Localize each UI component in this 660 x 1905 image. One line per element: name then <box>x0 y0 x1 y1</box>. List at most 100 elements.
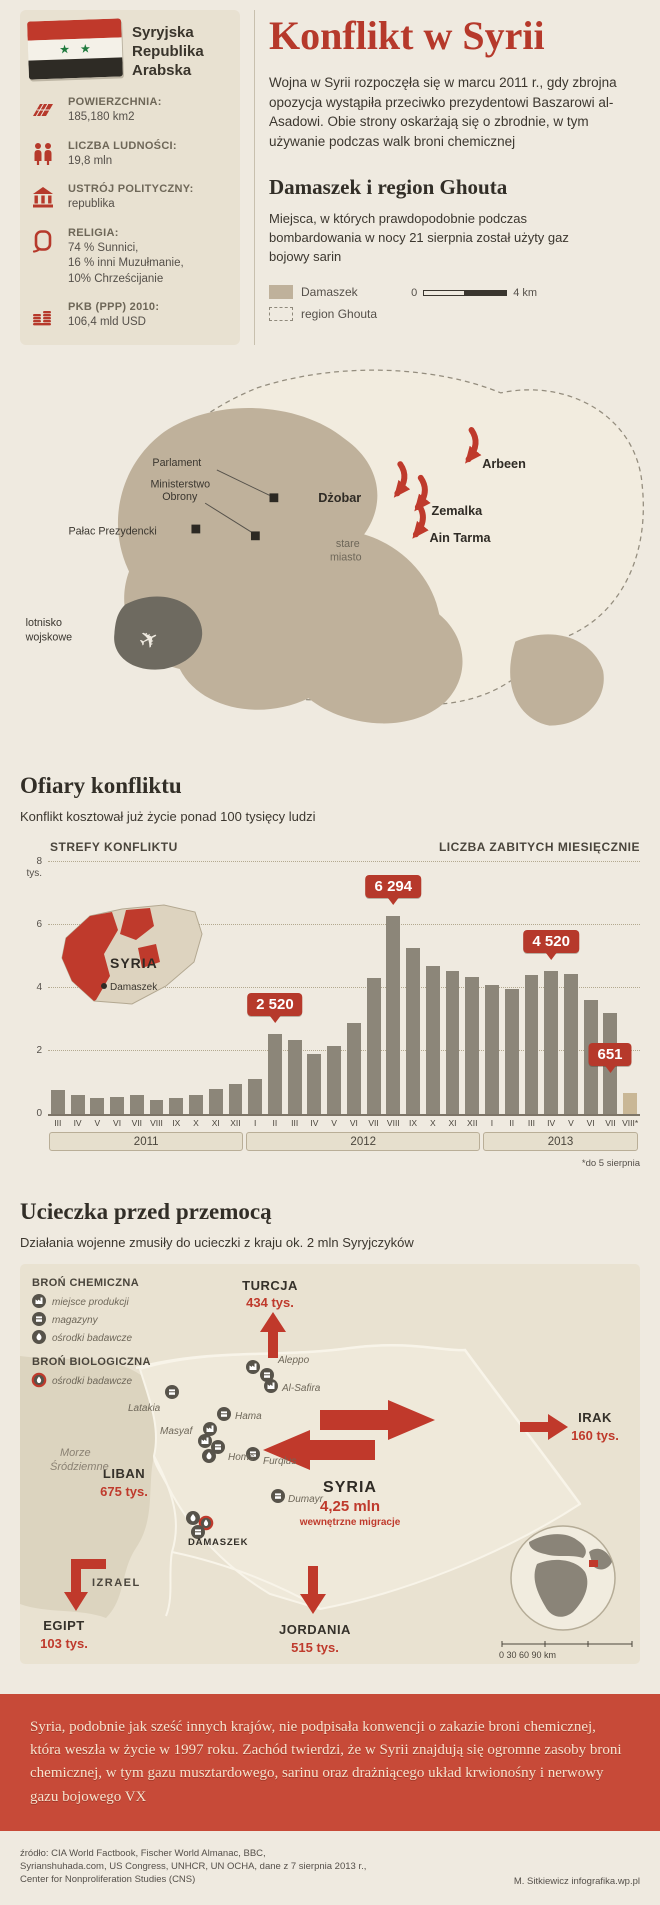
bar-XI <box>208 1088 223 1114</box>
production-site-label: miejsce produkcji <box>52 1297 129 1308</box>
header-section: ★ ★ Syryjska Republika Arabska POWIERZCH… <box>0 0 660 345</box>
x-tick-label: IV <box>547 1117 556 1128</box>
header-text-column: Konflikt w Syrii Wojna w Syrii rozpoczęł… <box>269 10 640 345</box>
x-tick-label: V <box>568 1117 574 1128</box>
ghouta-description: Miejsca, w których prawdopodobnie podcza… <box>269 211 569 264</box>
year-band-2011: 2011 <box>49 1131 244 1151</box>
x-tick-label: VII <box>368 1117 379 1128</box>
israel-label: IZRAEL <box>92 1577 141 1589</box>
bar-X <box>189 1094 203 1114</box>
sea-label-line2: Śródziemne <box>50 1460 109 1473</box>
callout-651: 651 <box>588 1042 632 1073</box>
city-latakia: Latakia <box>128 1403 161 1414</box>
ministry-label-line2: Obrony <box>162 491 198 503</box>
x-tick-label: XI <box>448 1117 457 1128</box>
gridline <box>48 860 640 862</box>
bar-IV <box>70 1094 85 1114</box>
flow-liban-name: LIBAN <box>103 1466 145 1481</box>
ministry-pointer-line <box>204 502 253 533</box>
stat-value: 74 % Sunnici, 16 % inni Muzułmanie, 10% … <box>68 241 184 285</box>
stat-value: 185,180 km2 <box>68 111 135 124</box>
chart-footnote: *do 5 sierpnia <box>581 1157 640 1169</box>
arrow-internal-east <box>320 1399 435 1440</box>
stat-value: 19,8 mln <box>68 154 113 167</box>
conflict-zone-north <box>120 907 154 940</box>
stat-value: republika <box>68 198 115 211</box>
x-tick-label: IV <box>310 1117 319 1128</box>
bar-V <box>90 1098 105 1114</box>
weapon-marker-storage <box>271 1488 285 1503</box>
x-tick-label: V <box>331 1117 337 1128</box>
intro-paragraph: Wojna w Syrii rozpoczęła się w marcu 201… <box>269 75 617 149</box>
bar-IX <box>406 948 420 1114</box>
zones-label: STREFY KONFLIKTU <box>50 839 178 854</box>
stat-label: PKB (PPP) 2010: <box>68 301 160 314</box>
damascus-dot <box>101 982 107 989</box>
callout-2520: 2 520 <box>247 993 303 1024</box>
x-axis-row: III IV V VI VII VIII IX X XI XII I II III IV V VI VII VII… <box>20 1116 640 1129</box>
syria-flag-icon: ★ ★ <box>27 18 123 80</box>
casualties-section: Ofiary konfliktu Konflikt kosztował już … <box>0 749 660 1169</box>
parlament-label: Parlament <box>152 457 201 469</box>
sea-label-line1: Morze <box>60 1447 91 1459</box>
refugees-subtitle: Działania wojenne zmusiły do ucieczki z … <box>20 1234 414 1250</box>
city-masyaf: Masyaf <box>160 1426 193 1437</box>
bar-I <box>485 984 499 1114</box>
stat-religion: RELIGIA: 74 % Sunnici, 16 % inni Muzułma… <box>28 227 232 288</box>
y-axis-unit: tys. <box>26 867 42 879</box>
research-site-icon <box>32 1329 46 1344</box>
migration-arrows <box>260 1311 568 1614</box>
flow-egipt-value: 103 tys. <box>40 1636 88 1651</box>
stat-text: PKB (PPP) 2010: 106,4 mld USD <box>68 301 159 331</box>
x-tick-label: V <box>94 1117 101 1128</box>
globe-scale-label: 0 30 60 90 km <box>499 1650 556 1660</box>
y-tick-label: 6 <box>36 918 42 930</box>
x-tick-label: X <box>429 1117 436 1128</box>
bar-XI <box>445 970 460 1114</box>
flag-star-icon: ★ <box>79 41 91 56</box>
minimap-country-label: SYRIA <box>110 955 158 971</box>
area-icon <box>28 96 58 123</box>
x-tick-label: XII <box>230 1117 241 1128</box>
x-tick-label: VIII <box>150 1117 163 1128</box>
stat-label: POWIERZCHNIA: <box>68 96 162 109</box>
parlament-pointer-line <box>216 469 270 496</box>
casualties-heading: Ofiary konfliktu <box>20 772 182 798</box>
refugee-map-panel: BROŃ CHEMICZNA miejsce produkcji magazyn… <box>20 1263 640 1664</box>
arrow-to-iraq <box>520 1413 568 1440</box>
x-tick-label: VII <box>605 1117 616 1128</box>
bar-VIII <box>149 1099 164 1114</box>
flow-egipt-name: EGIPT <box>43 1618 85 1633</box>
bar-VIII* <box>623 1093 638 1114</box>
author-credit: M. Sitkiewicz infografika.wp.pl <box>513 1875 640 1887</box>
x-tick-label: IX <box>172 1117 181 1128</box>
y-axis: 0 2 4 6 8 tys. <box>20 856 48 1119</box>
ghouta-heading: Damaszek i region Ghouta <box>269 175 508 200</box>
stat-text: RELIGIA: 74 % Sunnici, 16 % inni Muzułma… <box>68 227 184 288</box>
stat-government: USTRÓJ POLITYCZNY: republika <box>28 183 232 213</box>
weapon-marker-production <box>198 1433 212 1448</box>
chart-body: 0 2 4 6 8 tys. SYRIA Damaszek 2 520 6 <box>20 856 640 1119</box>
stat-label: USTRÓJ POLITYCZNY: <box>68 183 194 196</box>
arrow-to-egypt-shaft <box>71 1558 106 1594</box>
city-furqlus: Furqlus <box>263 1456 296 1467</box>
ministry-label-line1: Ministerstwo <box>150 478 210 490</box>
bar-V <box>564 973 578 1114</box>
weapon-marker-production <box>203 1421 217 1436</box>
old-town-label-line2: miasto <box>330 552 362 564</box>
footer: źródło: CIA World Factbook, Fischer Worl… <box>0 1831 660 1905</box>
x-tick-label: I <box>490 1117 494 1128</box>
flow-jordania-value: 515 tys. <box>291 1640 339 1655</box>
airport-label-line2: wojskowe <box>25 632 73 644</box>
bar-IV <box>307 1054 322 1114</box>
conflict-zones-minimap: SYRIA Damaszek <box>52 896 212 1023</box>
bar-III <box>287 1039 302 1114</box>
globe-africa <box>534 1559 588 1617</box>
country-facts-panel: ★ ★ Syryjska Republika Arabska POWIERZCH… <box>20 10 240 345</box>
weapon-marker-research <box>186 1510 200 1525</box>
damascus-ghouta-map: ✈ Parlament Ministerstwo Obrony Pałac Pr… <box>25 369 644 726</box>
minimap-city-label: Damaszek <box>110 982 158 993</box>
scale-start-label: 0 <box>411 286 418 299</box>
damascus-city-area <box>117 407 463 724</box>
